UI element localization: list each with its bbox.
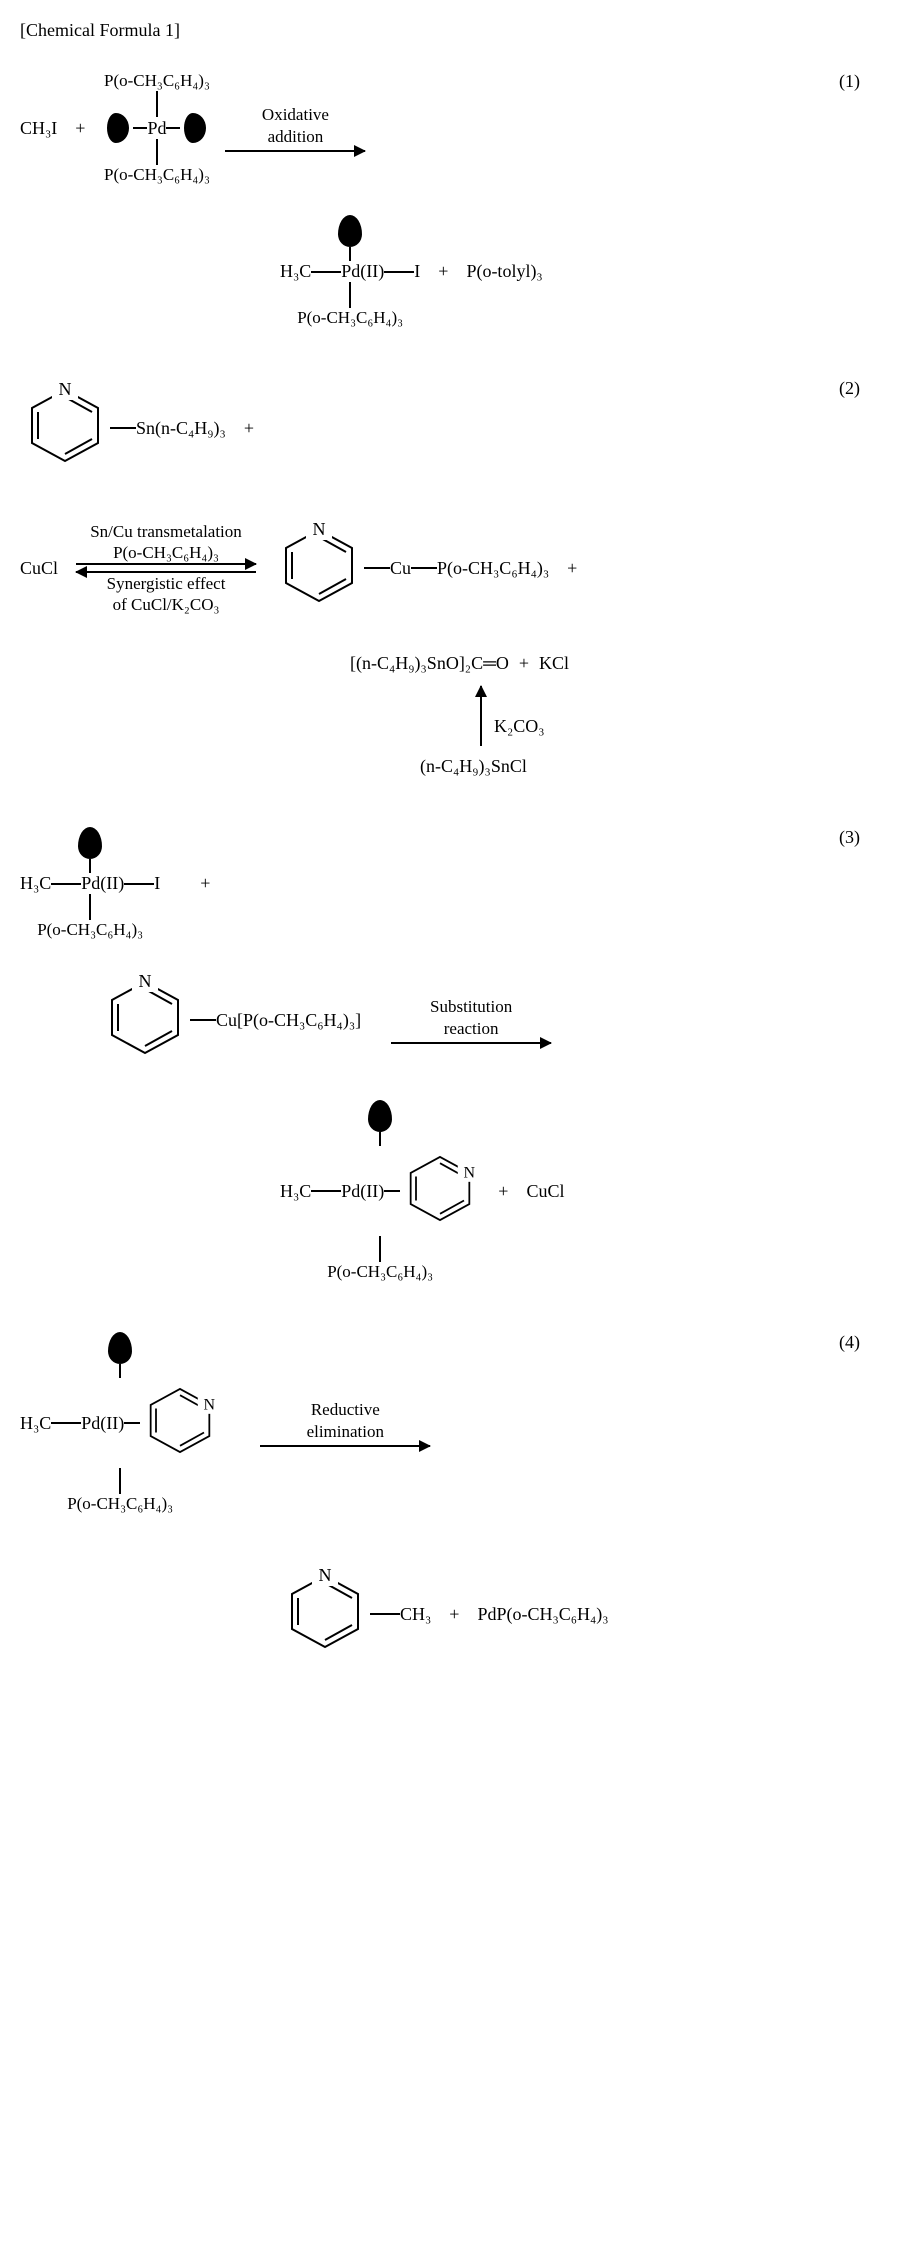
svg-text:N: N: [139, 971, 152, 991]
lone-pair-lobe: [78, 827, 102, 859]
h3c-label: H₃C: [20, 873, 51, 894]
pdp-byproduct: PdP(o-CH₃C₆H₄)₃: [477, 1604, 608, 1625]
lone-pair-lobe: [368, 1100, 392, 1132]
pd-top-ligand: P(o-CH₃C₆H₄)₃: [104, 71, 210, 91]
svg-text:N: N: [313, 519, 326, 539]
arrow-label: Substitution reaction: [430, 996, 512, 1039]
pyridine-ring: N: [274, 518, 364, 618]
methyl-label: CH₃: [400, 1604, 431, 1625]
pd2-center: Pd(II): [341, 1181, 384, 1202]
stannane-label: Sn(n-C₄H₉)₃: [136, 418, 226, 439]
reaction-4: (4) H₃C Pd(II) N: [20, 1332, 880, 1664]
cu-complex-label: Cu[P(o-CH₃C₆H₄)₃]: [216, 1010, 361, 1031]
h3c-label: H₃C: [280, 261, 311, 282]
ptolyl-label: P(o-tolyl)₃: [466, 261, 542, 282]
sncl-label: (n-C₄H₉)₃SnCl: [420, 756, 527, 777]
reaction-2: (2) N Sn(n-C₄H₉)₃ + CuCl Sn/Cu transmeta…: [20, 378, 880, 777]
eq-top-label2: P(o-CH₃C₆H₄)₃: [113, 542, 219, 563]
reaction-3: (3) H₃C Pd(II) I P(o-CH₃C₆H₄)₃ +: [20, 827, 880, 1282]
pd-center: Pd: [147, 118, 166, 139]
plus-sign: +: [438, 261, 448, 282]
substitution-arrow: Substitution reaction: [391, 996, 551, 1044]
oxidative-addition-arrow: Oxidative addition: [225, 104, 365, 152]
cu-phosphine-label: P(o-CH₃C₆H₄)₃: [437, 558, 549, 579]
pd2-center: Pd(II): [341, 261, 384, 282]
pyridine-ring: N: [140, 1378, 220, 1468]
plus-sign: +: [449, 1604, 459, 1625]
equilibrium-arrows: Sn/Cu transmetalation P(o-CH₃C₆H₄)₃ Syne…: [76, 521, 256, 616]
pd2-center: Pd(II): [81, 1413, 124, 1434]
pyridine-ring: N: [280, 1564, 370, 1664]
cucl-byproduct: CuCl: [526, 1181, 564, 1202]
pd-bottom-ligand: P(o-CH₃C₆H₄)₃: [37, 920, 143, 940]
svg-text:N: N: [464, 1164, 476, 1181]
ch3i-label: CH₃I: [20, 118, 57, 139]
lone-pair-lobe: [108, 1332, 132, 1364]
pd-bottom-ligand: P(o-CH₃C₆H₄)₃: [67, 1494, 173, 1514]
eq-bot-label2: of CuCl/K₂CO₃: [113, 594, 220, 615]
reaction-1: (1) CH₃I + P(o-CH₃C₆H₄)₃ Pd P(o-CH₃C₆H₄)…: [20, 71, 880, 328]
plus-sign: +: [498, 1181, 508, 1202]
iodide-label: I: [154, 873, 160, 894]
pd-pyridyl-product: H₃C Pd(II) N P(o-CH₃C₆H₄)₃: [280, 1100, 480, 1282]
plus-sign: +: [75, 118, 85, 139]
plus-sign: +: [200, 873, 210, 894]
arrow-label: Reductive elimination: [307, 1399, 384, 1442]
reaction-number-1: (1): [839, 71, 860, 92]
svg-text:N: N: [59, 379, 72, 399]
iodide-label: I: [414, 261, 420, 282]
formula-title: [Chemical Formula 1]: [20, 20, 880, 41]
pd0-complex: P(o-CH₃C₆H₄)₃ Pd P(o-CH₃C₆H₄)₃: [103, 71, 210, 185]
reductive-elimination-arrow: Reductive elimination: [260, 1399, 430, 1447]
reaction-number-3: (3): [839, 827, 860, 848]
pd-pyridyl-reagent: H₃C Pd(II) N P(o-CH₃C₆H₄)₃: [20, 1332, 220, 1514]
pyridine-ring: N: [400, 1146, 480, 1236]
pd2-reagent: H₃C Pd(II) I P(o-CH₃C₆H₄)₃: [20, 827, 160, 940]
pyridine-ring: N: [100, 970, 190, 1070]
h3c-label: H₃C: [280, 1181, 311, 1202]
pyridine-ring: N: [20, 378, 110, 478]
tin-oxide-label: [(n-C₄H₉)₃SnO]₂C═O: [350, 653, 509, 674]
vertical-arrow-k2co3: [480, 686, 482, 746]
reaction-number-4: (4): [839, 1332, 860, 1353]
h3c-label: H₃C: [20, 1413, 51, 1434]
plus-sign: +: [244, 418, 254, 439]
arrow-label: Oxidative addition: [262, 104, 329, 147]
pd-bottom-ligand: P(o-CH₃C₆H₄)₃: [327, 1262, 433, 1282]
svg-text:N: N: [319, 1565, 332, 1585]
pd-bottom-ligand: P(o-CH₃C₆H₄)₃: [104, 165, 210, 185]
eq-bot-label1: Synergistic effect: [107, 573, 226, 594]
eq-top-label1: Sn/Cu transmetalation: [90, 521, 242, 542]
lone-pair-lobe: [107, 113, 129, 143]
kcl-label: KCl: [539, 653, 569, 674]
k2co3-label: K₂CO₃: [494, 716, 545, 737]
svg-text:N: N: [204, 1396, 216, 1413]
lone-pair-lobe: [184, 113, 206, 143]
pd2-bottom-ligand: P(o-CH₃C₆H₄)₃: [297, 308, 403, 328]
plus-sign: +: [519, 653, 529, 674]
lone-pair-lobe: [338, 215, 362, 247]
cucl-reagent: CuCl: [20, 558, 58, 579]
pd2-product: H₃C Pd(II) I P(o-CH₃C₆H₄)₃: [280, 215, 420, 328]
plus-sign: +: [567, 558, 577, 579]
reaction-number-2: (2): [839, 378, 860, 399]
cu-label: Cu: [390, 558, 411, 579]
pd2-center: Pd(II): [81, 873, 124, 894]
